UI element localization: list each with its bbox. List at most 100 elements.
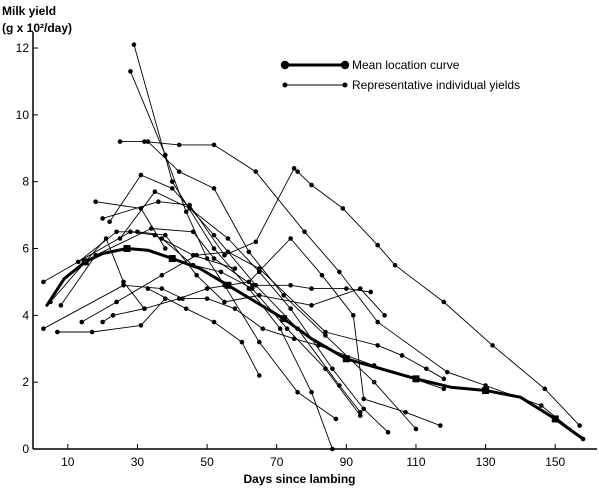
individual-point: [194, 272, 199, 278]
individual-point: [239, 339, 245, 345]
individual-point: [145, 286, 151, 291]
legend-swatch-marker: [280, 60, 290, 70]
individual-point: [176, 142, 182, 148]
individual-point: [385, 429, 391, 435]
individual-point: [413, 426, 419, 432]
individual-point: [538, 403, 544, 408]
individual-point: [232, 306, 238, 311]
legend: Mean location curve Representative indivi…: [280, 58, 520, 92]
individual-yield-series: [107, 172, 363, 415]
individual-point: [542, 386, 548, 392]
mean-point: [81, 258, 89, 266]
y-tick-label: 8: [22, 175, 29, 189]
individual-point: [253, 239, 259, 245]
individual-point: [490, 343, 495, 348]
individual-point: [330, 446, 335, 452]
individual-yield-series: [93, 199, 168, 251]
individual-point: [441, 376, 447, 382]
individual-point: [142, 306, 147, 311]
individual-point: [330, 366, 335, 372]
individual-point: [176, 296, 182, 301]
x-tick-label: 90: [340, 455, 354, 469]
individual-yield-line: [109, 174, 361, 413]
individual-yield-line: [130, 70, 337, 420]
x-tick-label: 70: [270, 455, 284, 469]
series-layer: [41, 42, 586, 452]
individual-point: [93, 199, 98, 205]
individual-point: [159, 286, 165, 291]
individual-point: [75, 259, 81, 265]
individual-point: [319, 272, 325, 278]
individual-point: [55, 329, 60, 335]
individual-yield-series: [79, 249, 447, 382]
individual-point: [138, 172, 144, 178]
individual-yield-series: [58, 226, 374, 308]
individual-point: [204, 286, 210, 291]
individual-point: [162, 232, 168, 238]
individual-point: [361, 406, 367, 412]
individual-point: [117, 139, 123, 144]
individual-point: [107, 219, 112, 225]
y-tick-label: 12: [16, 41, 30, 55]
individual-point: [337, 269, 342, 275]
individual-point: [309, 389, 314, 395]
individual-point: [375, 242, 380, 248]
individual-point: [169, 186, 175, 191]
individual-point: [577, 423, 582, 428]
mean-point: [123, 245, 131, 253]
individual-point: [375, 343, 380, 348]
individual-point: [194, 252, 199, 258]
individual-point: [218, 269, 224, 275]
x-tick-label: 10: [61, 455, 75, 469]
mean-curve-line: [45, 247, 585, 441]
individual-point: [183, 209, 189, 215]
individual-point: [392, 262, 398, 268]
individual-point: [483, 383, 488, 388]
individual-point: [232, 266, 238, 271]
individual-point: [277, 326, 283, 332]
mean-point: [168, 255, 176, 263]
individual-point: [246, 249, 252, 255]
individual-point: [368, 289, 374, 295]
individual-yield-line: [147, 288, 260, 376]
individual-point: [41, 279, 46, 285]
legend-label: Mean location curve: [352, 58, 460, 72]
y-tick-label: 6: [22, 242, 29, 256]
mean-point: [412, 375, 420, 383]
individual-point: [145, 139, 151, 144]
individual-yield-line: [119, 141, 584, 440]
individual-point: [295, 169, 300, 174]
individual-point: [309, 286, 314, 291]
individual-point: [204, 296, 210, 301]
legend-swatch-marker: [340, 60, 350, 70]
individual-yield-series: [75, 229, 387, 318]
individual-point: [256, 339, 262, 345]
individual-point: [253, 282, 259, 288]
individual-point: [183, 306, 189, 311]
individual-point: [250, 286, 255, 291]
mean-location-series: [45, 245, 585, 441]
individual-point: [211, 256, 217, 261]
individual-point: [222, 299, 227, 305]
individual-yield-series: [145, 139, 419, 432]
legend-label: Representative individual yields: [352, 78, 520, 92]
individual-point: [156, 199, 161, 205]
legend-item-individual: Representative individual yields: [282, 78, 520, 92]
individual-point: [284, 326, 290, 332]
individual-yield-line: [56, 298, 166, 333]
individual-point: [323, 333, 328, 338]
mean-point: [551, 415, 559, 423]
individual-yield-series: [55, 296, 168, 335]
individual-point: [110, 313, 116, 318]
y-tick-label: 4: [22, 308, 29, 322]
individual-point: [159, 272, 165, 278]
legend-swatch-marker: [282, 82, 288, 88]
individual-yield-line: [77, 231, 386, 316]
mean-point: [224, 281, 232, 289]
individual-point: [361, 396, 367, 402]
individual-point: [176, 169, 182, 174]
individual-point: [344, 286, 349, 291]
individual-point: [333, 416, 339, 422]
individual-point: [100, 216, 105, 221]
individual-point: [152, 189, 158, 195]
